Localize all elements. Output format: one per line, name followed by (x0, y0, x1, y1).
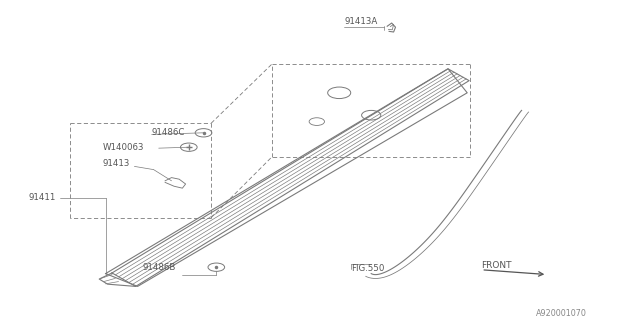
Text: 91486C: 91486C (152, 128, 185, 137)
Text: FRONT: FRONT (481, 261, 512, 270)
Text: 91411: 91411 (29, 193, 56, 202)
Text: 91413: 91413 (102, 159, 130, 168)
Text: 91413A: 91413A (344, 17, 378, 26)
Text: W140063: W140063 (102, 143, 144, 152)
Text: A920001070: A920001070 (536, 309, 587, 318)
Text: FIG.550: FIG.550 (351, 264, 384, 273)
Text: 91486B: 91486B (142, 263, 175, 272)
